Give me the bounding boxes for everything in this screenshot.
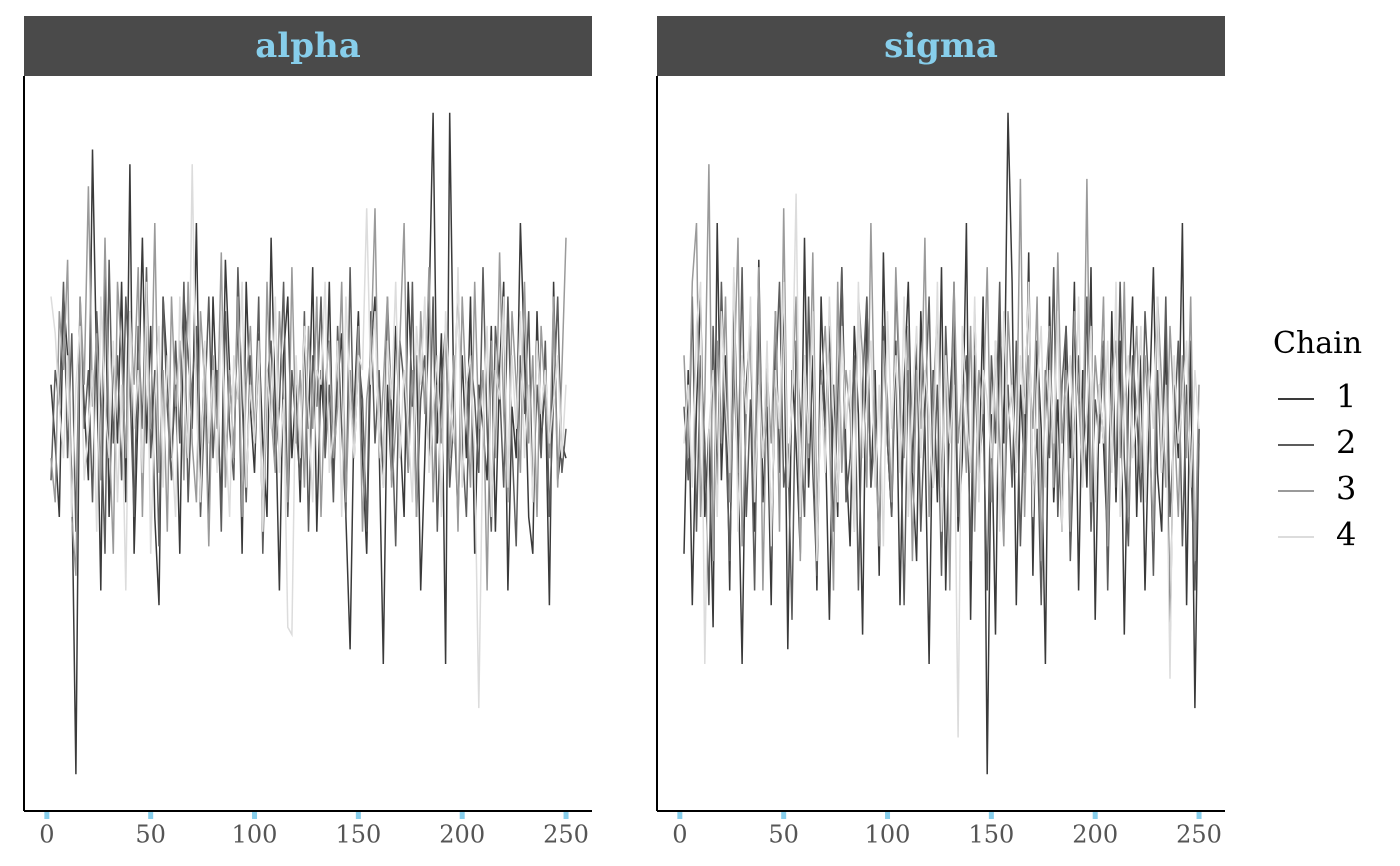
panel-title: sigma <box>884 26 998 66</box>
x-tick-label: 250 <box>1176 821 1222 849</box>
x-tick-label: 150 <box>335 821 381 849</box>
x-tick-label: 0 <box>39 821 54 849</box>
x-tick-label: 200 <box>1072 821 1118 849</box>
x-tick-label: 100 <box>865 821 911 849</box>
legend-title: Chain <box>1273 326 1362 361</box>
legend-label: 1 <box>1336 378 1356 416</box>
x-tick-label: 50 <box>135 821 166 849</box>
x-tick-label: 0 <box>672 821 687 849</box>
x-tick-label: 250 <box>543 821 589 849</box>
x-tick-label: 150 <box>968 821 1014 849</box>
trace-line <box>50 186 567 591</box>
legend-label: 2 <box>1336 424 1356 462</box>
x-tick-label: 50 <box>768 821 799 849</box>
x-tick-label: 100 <box>232 821 278 849</box>
strip <box>657 16 1225 76</box>
legend-label: 3 <box>1336 470 1356 508</box>
trace-line <box>683 193 1200 738</box>
legend-label: 4 <box>1336 516 1356 554</box>
panel-title: alpha <box>255 26 360 66</box>
trace-line <box>50 164 567 709</box>
x-tick-label: 200 <box>439 821 485 849</box>
strip <box>24 16 592 76</box>
